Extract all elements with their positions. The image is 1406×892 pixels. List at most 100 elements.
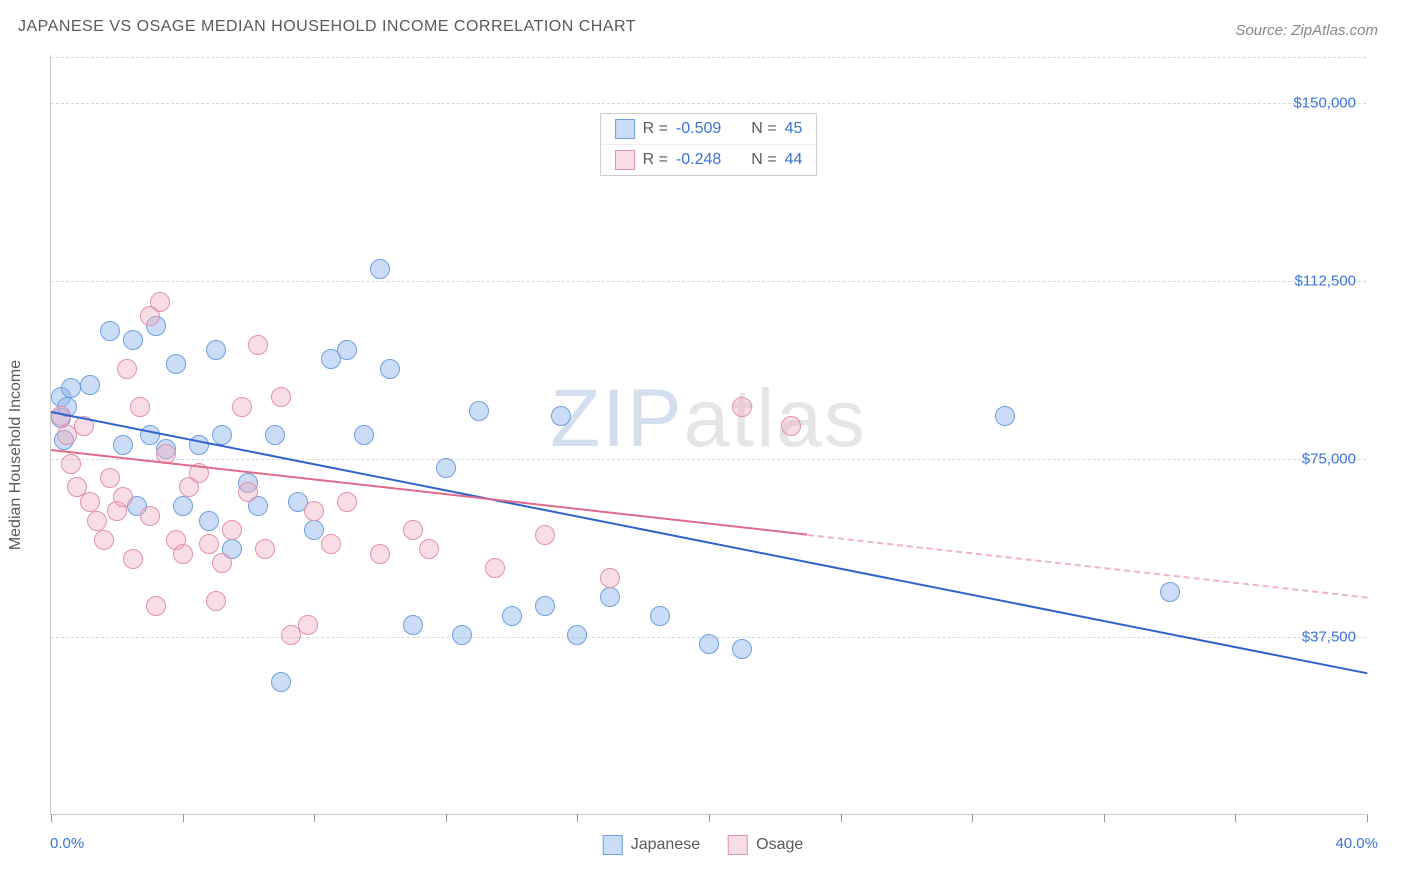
data-point [1160, 582, 1180, 602]
data-point [173, 496, 193, 516]
data-point [189, 435, 209, 455]
data-point [370, 544, 390, 564]
data-point [781, 416, 801, 436]
data-point [212, 553, 232, 573]
data-point [255, 539, 275, 559]
data-point [271, 387, 291, 407]
data-point [248, 335, 268, 355]
x-tick [972, 814, 973, 822]
legend-swatch [615, 119, 635, 139]
data-point [485, 558, 505, 578]
data-point [469, 401, 489, 421]
data-point [94, 530, 114, 550]
data-point [403, 615, 423, 635]
data-point [232, 397, 252, 417]
data-point [146, 596, 166, 616]
legend-label: Japanese [631, 836, 700, 854]
data-point [298, 615, 318, 635]
x-tick [1235, 814, 1236, 822]
data-point [199, 534, 219, 554]
data-point [61, 454, 81, 474]
data-point [130, 397, 150, 417]
y-tick-label: $37,500 [1302, 628, 1356, 645]
data-point [100, 468, 120, 488]
data-point [206, 340, 226, 360]
y-tick-label: $150,000 [1293, 94, 1356, 111]
data-point [123, 330, 143, 350]
x-tick [446, 814, 447, 822]
data-point [380, 359, 400, 379]
x-tick [314, 814, 315, 822]
data-point [551, 406, 571, 426]
data-point [123, 549, 143, 569]
data-point [166, 354, 186, 374]
data-point [222, 520, 242, 540]
data-point [600, 568, 620, 588]
data-point [140, 306, 160, 326]
data-point [87, 511, 107, 531]
data-point [370, 259, 390, 279]
data-point [113, 435, 133, 455]
trend-line [51, 449, 808, 536]
legend-row: R =-0.248N =44 [601, 144, 817, 175]
data-point [61, 378, 81, 398]
data-point [995, 406, 1015, 426]
x-tick [577, 814, 578, 822]
data-point [238, 482, 258, 502]
legend-swatch [603, 835, 623, 855]
x-tick [183, 814, 184, 822]
legend-swatch [615, 150, 635, 170]
r-value: -0.509 [676, 120, 721, 138]
data-point [117, 359, 137, 379]
plot-area: ZIPatlas R =-0.509N =45R =-0.248N =44 $3… [50, 55, 1366, 815]
correlation-legend: R =-0.509N =45R =-0.248N =44 [600, 113, 818, 176]
legend-item: Osage [728, 835, 803, 855]
y-axis-title: Median Household Income [7, 360, 25, 550]
r-value: -0.248 [676, 151, 721, 169]
data-point [304, 501, 324, 521]
watermark: ZIPatlas [550, 372, 867, 466]
n-label: N = [751, 151, 776, 169]
y-tick-label: $75,000 [1302, 450, 1356, 467]
data-point [732, 639, 752, 659]
x-tick [1367, 814, 1368, 822]
data-point [535, 525, 555, 545]
series-legend: Japanese Osage [603, 835, 804, 855]
data-point [403, 520, 423, 540]
x-tick [841, 814, 842, 822]
source-attribution: Source: ZipAtlas.com [1235, 22, 1378, 39]
data-point [337, 492, 357, 512]
legend-label: Osage [756, 836, 803, 854]
data-point [173, 544, 193, 564]
r-label: R = [643, 120, 668, 138]
data-point [650, 606, 670, 626]
x-tick [51, 814, 52, 822]
x-axis-max-label: 40.0% [1335, 835, 1378, 852]
data-point [419, 539, 439, 559]
x-axis-min-label: 0.0% [50, 835, 84, 852]
data-point [206, 591, 226, 611]
chart-title: JAPANESE VS OSAGE MEDIAN HOUSEHOLD INCOM… [18, 18, 636, 36]
gridline [51, 57, 1366, 58]
data-point [80, 492, 100, 512]
y-tick-label: $112,500 [1295, 272, 1356, 289]
data-point [600, 587, 620, 607]
data-point [100, 321, 120, 341]
data-point [304, 520, 324, 540]
n-value: 45 [785, 120, 803, 138]
gridline [51, 459, 1366, 460]
data-point [436, 458, 456, 478]
n-label: N = [751, 120, 776, 138]
gridline [51, 103, 1366, 104]
data-point [80, 375, 100, 395]
data-point [535, 596, 555, 616]
legend-swatch [728, 835, 748, 855]
data-point [502, 606, 522, 626]
data-point [732, 397, 752, 417]
data-point [271, 672, 291, 692]
r-label: R = [643, 151, 668, 169]
data-point [567, 625, 587, 645]
legend-item: Japanese [603, 835, 700, 855]
gridline [51, 281, 1366, 282]
data-point [265, 425, 285, 445]
